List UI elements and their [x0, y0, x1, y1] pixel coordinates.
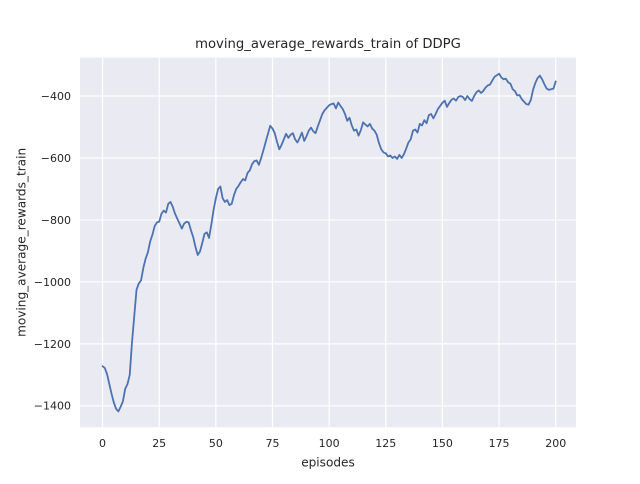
x-tick-label: 100 [319, 437, 340, 450]
x-tick-label: 200 [545, 437, 566, 450]
x-tick-label: 75 [265, 437, 279, 450]
x-tick-label: 175 [489, 437, 510, 450]
plot-area-background [80, 57, 576, 428]
x-tick-label: 25 [152, 437, 166, 450]
x-tick-labels: 0 25 50 75 100 125 150 175 200 [99, 437, 566, 450]
chart-title: moving_average_rewards_train of DDPG [195, 37, 461, 52]
vertical-gridlines [101, 57, 557, 428]
y-tick-label: −1400 [34, 400, 71, 413]
y-axis-label: moving_average_rewards_train [15, 148, 29, 337]
y-tick-label: −1000 [34, 276, 71, 289]
x-tick-label: 150 [432, 437, 453, 450]
x-tick-label: 125 [375, 437, 396, 450]
series-line [101, 72, 557, 413]
x-tick-label: 0 [99, 437, 106, 450]
y-tick-label: −600 [41, 152, 71, 165]
y-tick-label: −400 [41, 90, 71, 103]
horizontal-gridlines [80, 95, 576, 407]
y-tick-label: −800 [41, 214, 71, 227]
y-tick-labels: −400 −600 −800 −1000 −1200 −1400 [34, 90, 71, 413]
x-axis-label: episodes [301, 456, 355, 470]
y-tick-label: −1200 [34, 338, 71, 351]
x-tick-label: 50 [209, 437, 223, 450]
